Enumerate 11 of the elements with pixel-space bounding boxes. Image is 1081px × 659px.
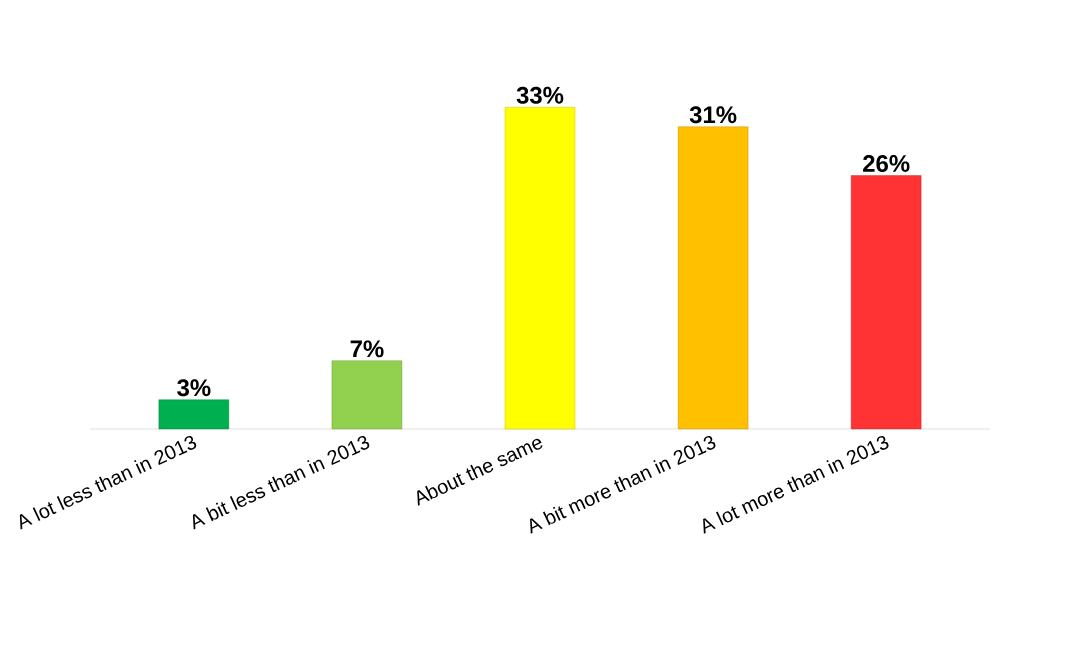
data-label: 3% — [177, 379, 211, 397]
bar — [331, 360, 403, 430]
bar — [158, 399, 230, 430]
data-label: 31% — [689, 106, 737, 124]
bar — [850, 175, 922, 430]
bar — [504, 107, 576, 430]
data-label: 26% — [863, 155, 910, 172]
data-label: 7% — [350, 340, 384, 358]
data-label: 33% — [516, 86, 564, 104]
x-tick-label: About the same — [417, 438, 543, 506]
bar — [677, 126, 749, 430]
